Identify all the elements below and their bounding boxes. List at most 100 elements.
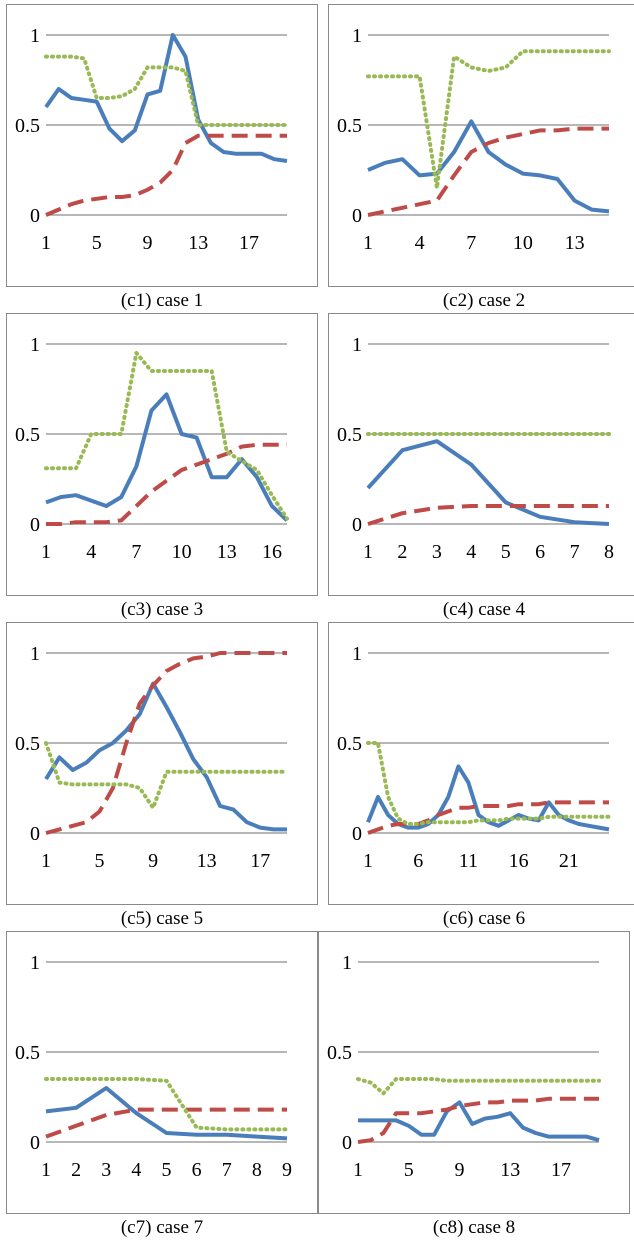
x-tick-label: 4 [86,541,96,563]
chart-frame: 0 0.5 1 1 6 11 16 21 [328,622,634,905]
x-tick-label: 7 [131,541,141,563]
panel-caption: (c8) case 8 [432,1217,516,1238]
y-tick-label: 1 [30,334,40,356]
y-tick-label: 0.5 [337,115,362,137]
x-tick-label: 13 [217,541,237,563]
x-tick-label: 7 [222,1159,232,1181]
panel-c7: 0 0.5 1 1 2 3 4 5 6 7 8 9 (c7) case 7 [6,931,321,1241]
chart-frame: 0 0.5 1 1 4 7 10 13 [328,4,634,287]
chart-frame: 0 0.5 1 1 5 9 13 17 [6,622,318,905]
panel-c3: 0 0.5 1 1 4 7 10 13 16 (c3) case 3 [6,313,321,623]
series-dashed-line [45,1107,287,1139]
line-chart: 0 0.5 1 1 4 7 10 13 [337,25,611,254]
panel-caption: (c1) case 1 [120,290,204,311]
chart-frame: 0 0.5 1 1 2 3 4 5 6 7 8 9 [6,931,318,1214]
x-tick-label: 10 [513,232,533,254]
y-tick-label: 0 [342,1132,352,1154]
series-dashed-line [45,133,287,217]
panel-caption: (c6) case 6 [442,908,526,929]
x-tick-label: 5 [501,541,511,563]
x-tick-label: 13 [188,232,208,254]
line-chart: 00.511 2 3 4 5 6 7 8 9 [15,952,292,1181]
y-tick-label: 1 [352,25,362,47]
series-solid-line [44,681,287,832]
series-dotted-line [44,351,289,521]
line-chart: 0 0.5 1 1 5 9 13 17 [15,643,289,872]
y-tick-label: 0.5 [337,733,362,755]
y-tick-label: 1 [352,643,362,665]
x-tick-label: 10 [172,541,192,563]
series-dashed-line [367,800,609,835]
panel-caption: (c3) case 3 [120,599,204,620]
series-solid-line [45,392,289,522]
x-tick-label: 7 [570,541,580,563]
y-tick-label: 0.5 [337,424,362,446]
y-tick-label: 1 [30,952,40,974]
series-solid-line [45,1086,288,1141]
x-tick-label: 13 [500,1159,520,1181]
panel-c5: 0 0.5 1 1 5 9 13 17 (c5) case 5 [6,622,321,932]
x-tick-label: 9 [142,232,152,254]
series-dotted-line [366,49,611,190]
y-tick-label: 0.5 [15,733,40,755]
y-tick-label: 0 [30,823,40,845]
x-tick-label: 17 [250,850,270,872]
y-tick-label: 0 [352,205,362,227]
panel-c2: 0 0.5 1 1 4 7 10 13 (c2) case 2 [328,4,634,314]
x-tick-label: 16 [509,850,529,872]
x-tick-label: 1 [41,541,51,563]
x-tick-label: 6 [413,850,423,872]
chart-frame: 0 0.5 1 1 4 7 10 13 16 [6,313,318,596]
series-dotted-line [44,741,289,810]
series-dotted-line [356,1077,601,1096]
y-tick-label: 0 [30,205,40,227]
x-tick-label: 1 [363,232,373,254]
panel-c4: 0 0.5 1 1 2 3 4 5 6 7 8 (c4) case 4 [328,313,634,623]
x-tick-label: 2 [71,1159,81,1181]
y-tick-label: 0.5 [15,1042,40,1064]
x-tick-label: 16 [262,541,282,563]
x-tick-label: 7 [466,232,476,254]
x-tick-label: 5 [95,850,105,872]
x-tick-label: 1 [363,541,373,563]
x-tick-label: 1 [41,1159,51,1181]
series-dotted-line [44,1077,289,1132]
series-dashed-line [367,504,609,526]
x-tick-label: 9 [148,850,158,872]
y-tick-label: 0.5 [327,1042,352,1064]
y-tick-label: 1 [342,952,352,974]
series-solid-line [44,33,288,163]
y-tick-label: 0 [352,823,362,845]
x-tick-label: 8 [252,1159,262,1181]
x-tick-label: 3 [432,541,442,563]
x-tick-label: 1 [41,850,51,872]
x-tick-label: 1 [41,232,51,254]
x-tick-label: 2 [397,541,407,563]
series-dashed-line [45,651,287,835]
chart-frame: 0 0.5 1 1 2 3 4 5 6 7 8 [328,313,634,596]
series-dotted-line [44,54,289,127]
panel-c8: 0 0.5 1 1 5 9 13 17 (c8) case 8 [318,931,633,1241]
series-solid-line [358,1100,600,1143]
y-tick-label: 0.5 [15,115,40,137]
series-dashed-line [367,126,609,217]
y-tick-label: 1 [30,643,40,665]
y-tick-label: 0 [30,514,40,536]
x-tick-label: 11 [459,850,478,872]
x-tick-label: 5 [404,1159,414,1181]
x-tick-label: 13 [197,850,217,872]
panel-caption: (c5) case 5 [120,908,204,929]
chart-frame: 0 0.5 1 1 5 9 13 17 [6,4,318,287]
x-tick-label: 4 [415,232,425,254]
x-tick-label: 17 [239,232,259,254]
panel-c6: 0 0.5 1 1 6 11 16 21 (c6) case 6 [328,622,634,932]
x-tick-label: 13 [565,232,585,254]
x-tick-label: 4 [466,541,476,563]
y-tick-label: 0.5 [15,424,40,446]
y-tick-label: 0 [352,514,362,536]
line-chart: 0 0.5 1 1 2 3 4 5 6 7 8 [337,334,614,563]
series-dashed-line [357,1096,599,1144]
line-chart: 00.511 6 11 16 21 [337,643,611,872]
x-tick-label: 1 [363,850,373,872]
series-dashed-line [46,442,287,526]
